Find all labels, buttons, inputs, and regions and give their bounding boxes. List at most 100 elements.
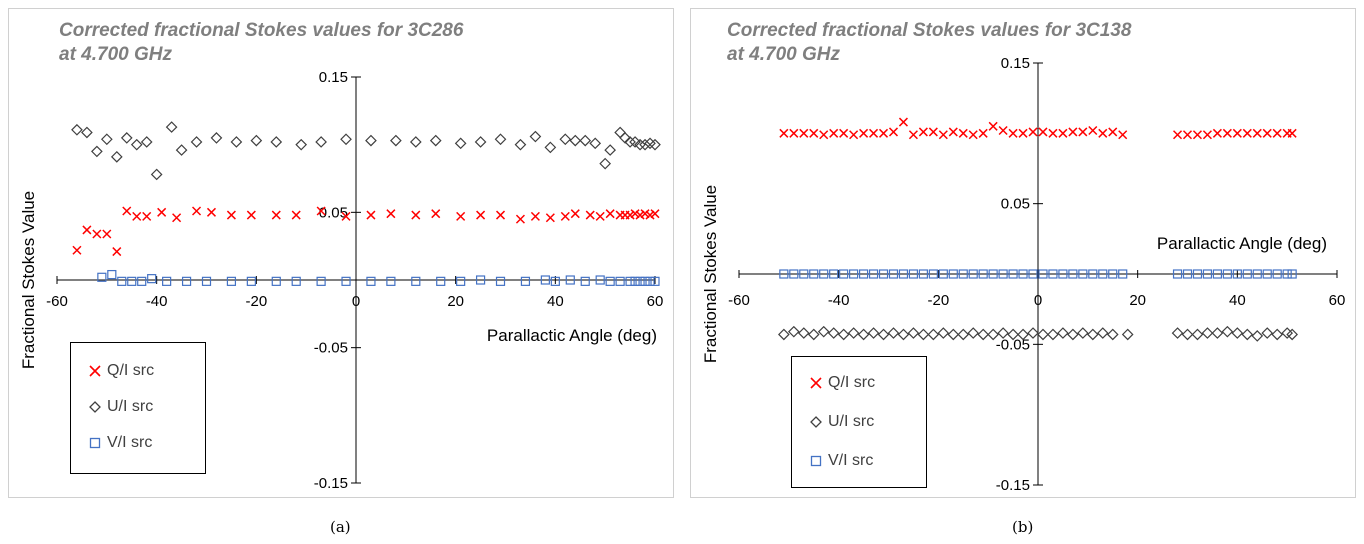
data-point-q — [1068, 127, 1078, 137]
data-point-q — [411, 210, 421, 220]
data-point-q — [1252, 128, 1262, 138]
data-point-u — [957, 328, 970, 341]
data-point-v — [839, 269, 849, 279]
data-point-v — [1078, 269, 1088, 279]
data-point-u — [787, 325, 800, 338]
data-point-v — [117, 276, 127, 286]
data-point-v — [1048, 269, 1058, 279]
data-point-q — [112, 247, 122, 257]
data-point-q — [878, 128, 889, 138]
data-point-q — [92, 229, 102, 239]
data-point-q — [431, 209, 441, 219]
data-point-u — [887, 327, 900, 339]
data-point-q — [122, 206, 132, 216]
data-point-v — [779, 269, 789, 279]
series-x — [779, 117, 1297, 140]
data-point-v — [888, 269, 899, 279]
x-tick-label: 20 — [447, 293, 464, 310]
legend-item-v: V/I src — [810, 451, 873, 471]
data-point-v — [938, 269, 948, 279]
y-tick-label: -0.05 — [314, 340, 348, 357]
legend-item-q: Q/I src — [89, 361, 154, 381]
data-point-u — [494, 133, 507, 146]
data-point-u — [544, 141, 557, 154]
data-point-u — [1007, 328, 1019, 341]
data-point-u — [1067, 328, 1079, 341]
data-point-u — [1057, 327, 1069, 339]
data-point-q — [1192, 130, 1202, 140]
data-point-u — [529, 130, 542, 143]
data-point-q — [1048, 128, 1058, 138]
data-point-v — [1182, 269, 1193, 279]
legend-item-v: V/I src — [89, 433, 152, 453]
data-point-u — [140, 136, 153, 148]
data-point-v — [107, 269, 117, 280]
data-point-u — [917, 328, 930, 341]
data-point-v — [316, 276, 326, 286]
data-point-u — [907, 327, 920, 339]
data-point-q — [1272, 128, 1282, 138]
chart-title: Corrected fractional Stokes values for 3… — [59, 19, 463, 67]
chart-plot-area: -60 -40 -20 0 20 40 60 -0.15 -0.05 0.05 0.15 Parall… — [701, 55, 1345, 494]
x-tick-label: 60 — [647, 293, 664, 310]
data-point-u — [579, 134, 592, 147]
square-marker-icon — [89, 437, 101, 449]
data-point-q — [1028, 127, 1038, 137]
series-x — [72, 206, 660, 257]
data-point-v — [1262, 269, 1272, 279]
data-point-v — [1018, 269, 1028, 279]
data-point-u — [778, 328, 790, 341]
data-point-u — [604, 144, 616, 156]
data-point-q — [246, 210, 256, 220]
data-point-u — [150, 168, 163, 181]
data-point-v — [1108, 269, 1118, 279]
data-point-q — [839, 128, 849, 138]
data-point-q — [809, 128, 819, 138]
data-point-u — [569, 134, 582, 147]
data-point-v — [291, 276, 301, 286]
data-point-u — [987, 328, 999, 341]
x-tick-label: 20 — [1129, 292, 1146, 309]
data-point-q — [799, 128, 809, 138]
data-point-u — [1171, 327, 1184, 339]
x-tick-label: -20 — [245, 293, 267, 310]
data-point-u — [589, 137, 602, 150]
data-point-v — [271, 276, 281, 286]
data-point-q — [1018, 128, 1028, 138]
data-point-u — [454, 137, 467, 150]
data-point-v — [829, 269, 839, 279]
data-point-u — [514, 138, 527, 151]
data-point-u — [817, 325, 830, 338]
y-tick-label: 0.15 — [1001, 55, 1030, 72]
data-point-v — [908, 269, 919, 279]
data-point-q — [570, 209, 580, 219]
data-point-v — [540, 275, 550, 285]
data-point-u — [315, 136, 327, 148]
data-point-q — [476, 210, 486, 220]
data-point-q — [366, 210, 376, 220]
chart-title: Corrected fractional Stokes values for 3… — [727, 19, 1131, 67]
data-point-u — [1077, 327, 1089, 339]
data-point-u — [1047, 328, 1059, 341]
series-square — [97, 269, 660, 286]
data-point-u — [230, 136, 243, 148]
data-point-u — [1017, 328, 1029, 341]
data-point-q — [1242, 128, 1252, 138]
data-point-q — [958, 128, 968, 138]
data-point-q — [1202, 130, 1212, 140]
data-point-u — [71, 123, 83, 136]
data-point-u — [619, 132, 631, 144]
data-point-q — [530, 211, 540, 221]
data-point-q — [132, 211, 142, 221]
data-point-v — [650, 276, 660, 286]
data-point-v — [978, 269, 988, 279]
x-marker-icon — [810, 377, 822, 389]
data-point-q — [585, 210, 595, 220]
data-point-v — [615, 276, 625, 286]
data-point-u — [365, 134, 377, 147]
x-tick-label: -60 — [728, 292, 750, 309]
data-point-v — [1058, 269, 1068, 279]
data-point-v — [1088, 269, 1098, 279]
y-tick-label: 0.15 — [319, 69, 348, 86]
y-tick-label: -0.15 — [314, 475, 348, 492]
